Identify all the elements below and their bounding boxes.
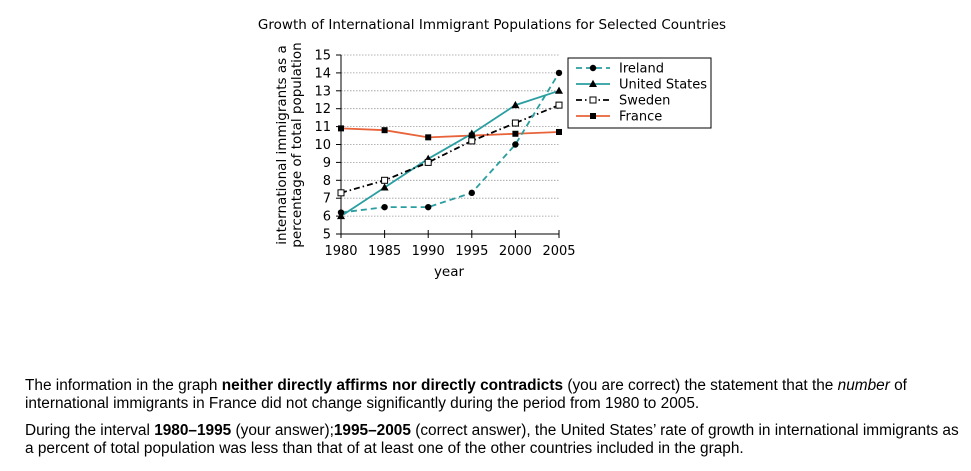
p1-text-a: The information in the graph bbox=[25, 377, 222, 394]
data-point-sweden bbox=[424, 158, 432, 166]
data-point-ireland bbox=[468, 189, 475, 197]
y-axis-label-line-1: international immigrants as a bbox=[274, 45, 290, 244]
x-tick-label: 1985 bbox=[368, 244, 401, 259]
correct-answer-interval: 1995–2005 bbox=[333, 422, 411, 439]
data-point-sweden bbox=[511, 119, 519, 127]
data-point-france bbox=[338, 125, 344, 132]
x-tick-label: 2005 bbox=[542, 244, 575, 259]
explanation-paragraph-2: During the interval 1980–1995 (your answ… bbox=[25, 422, 965, 458]
data-point-ireland bbox=[337, 209, 345, 216]
line-chart: Growth of International Immigrant Popula… bbox=[258, 17, 726, 280]
p2-text-e: (correct answer), the United States’ rat… bbox=[25, 422, 959, 457]
series-line-ireland bbox=[340, 72, 560, 214]
legend-marker-sweden bbox=[589, 96, 597, 104]
data-point-united-states bbox=[511, 100, 520, 109]
x-tick-label: 1980 bbox=[324, 244, 357, 259]
data-point-sweden bbox=[555, 101, 563, 109]
axes: 5 6 7 8 9 10 11 12 13 14 15 1980 1985 1990 1995 2000 200… bbox=[314, 49, 575, 260]
legend-label-sweden: Sweden bbox=[619, 94, 670, 109]
data-point-france bbox=[425, 134, 432, 141]
y-tick-label: 15 bbox=[314, 49, 331, 64]
y-tick-label: 5 bbox=[323, 228, 331, 243]
data-point-united-states bbox=[555, 86, 563, 94]
legend-label-united-states: United States bbox=[619, 78, 707, 93]
data-point-france bbox=[556, 128, 562, 135]
p2-text-c: (your answer); bbox=[231, 422, 334, 439]
data-point-sweden bbox=[337, 189, 345, 197]
data-point-ireland bbox=[425, 203, 432, 211]
gridlines bbox=[341, 54, 559, 217]
y-tick-label: 6 bbox=[323, 210, 331, 225]
p1-text-e: of international immigrants in France di… bbox=[25, 377, 907, 412]
p1-italic-word: number bbox=[837, 377, 890, 394]
series-line-sweden bbox=[340, 104, 560, 194]
p2-text-a: During the interval bbox=[25, 422, 155, 439]
x-tick-label: 2000 bbox=[499, 244, 532, 259]
explanation-paragraph-1: The information in the graph neither dir… bbox=[25, 377, 965, 413]
legend-marker-france bbox=[590, 113, 596, 119]
legend-label-ireland: Ireland bbox=[619, 62, 664, 77]
data-series bbox=[337, 69, 563, 220]
data-point-france bbox=[381, 127, 388, 134]
x-tick-label: 1995 bbox=[455, 244, 488, 259]
series-line-united-states bbox=[340, 89, 560, 217]
y-tick-label: 10 bbox=[314, 138, 331, 153]
your-answer-interval: 1980–1995 bbox=[154, 422, 232, 439]
p1-text-c: (you are correct) the statement that the bbox=[563, 377, 838, 394]
x-axis-label: year bbox=[434, 264, 465, 280]
y-tick-label: 12 bbox=[314, 102, 331, 117]
data-point-united-states bbox=[380, 183, 389, 191]
data-point-sweden bbox=[468, 137, 476, 145]
data-point-france bbox=[512, 130, 519, 137]
y-tick-label: 13 bbox=[314, 84, 331, 99]
p1-bold-phrase: neither directly affirms nor directly co… bbox=[221, 377, 564, 394]
y-tick-label: 7 bbox=[323, 192, 331, 207]
data-point-ireland bbox=[381, 203, 388, 211]
data-point-ireland bbox=[555, 69, 563, 77]
data-point-united-states bbox=[467, 129, 476, 137]
y-axis-label-line-2: percentage of total population bbox=[289, 42, 305, 247]
y-tick-label: 11 bbox=[314, 120, 331, 135]
series-line-france bbox=[340, 127, 560, 139]
data-point-sweden bbox=[381, 176, 389, 184]
x-tick-label: 1990 bbox=[412, 244, 445, 259]
y-tick-label: 14 bbox=[314, 66, 331, 81]
legend-label-france: France bbox=[619, 110, 662, 125]
y-tick-label: 9 bbox=[323, 156, 331, 171]
y-tick-label: 8 bbox=[323, 174, 331, 189]
legend-marker-united-states bbox=[589, 79, 597, 87]
data-point-ireland bbox=[512, 141, 519, 148]
legend-marker-ireland bbox=[589, 64, 597, 72]
chart-title: Growth of International Immigrant Popula… bbox=[258, 17, 726, 33]
